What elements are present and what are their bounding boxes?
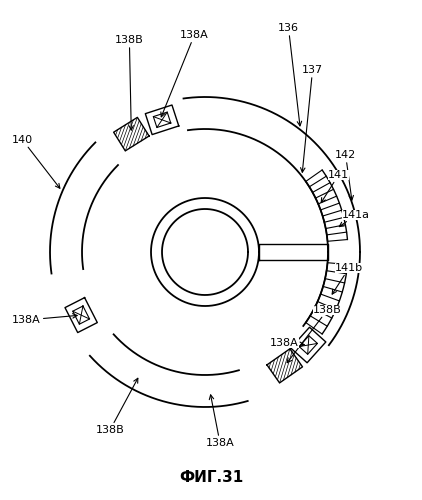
Text: 141: 141	[321, 170, 349, 202]
Text: 138A: 138A	[270, 338, 304, 348]
Text: 138B: 138B	[287, 305, 342, 362]
Text: 140: 140	[12, 135, 60, 188]
Text: 138A: 138A	[206, 395, 234, 448]
Text: 142: 142	[335, 150, 356, 200]
Text: ФИГ.31: ФИГ.31	[179, 470, 243, 486]
Text: 141b: 141b	[332, 263, 363, 294]
Text: 138A: 138A	[12, 314, 77, 325]
Text: 138B: 138B	[115, 35, 144, 130]
Text: 141a: 141a	[339, 210, 370, 226]
Text: 137: 137	[300, 65, 323, 172]
Text: 138A: 138A	[161, 30, 209, 117]
Text: 138B: 138B	[96, 378, 138, 435]
Text: 136: 136	[278, 23, 302, 126]
